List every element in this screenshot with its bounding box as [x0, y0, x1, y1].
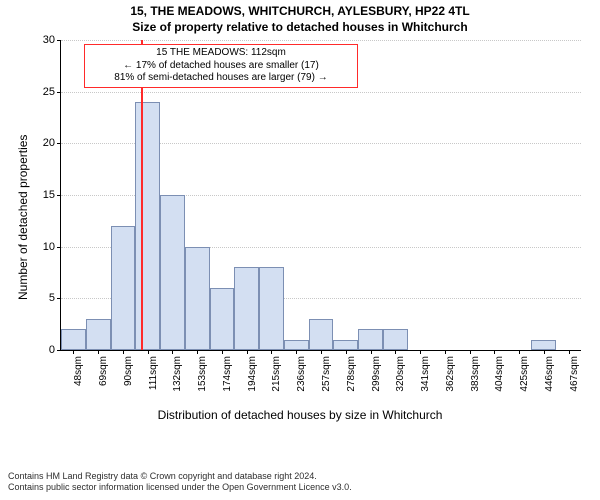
- histogram-bar: [185, 247, 210, 350]
- x-tick-label: 69sqm: [98, 356, 109, 386]
- histogram-bar: [309, 319, 334, 350]
- y-tick-mark: [57, 298, 61, 299]
- gridline-h: [61, 92, 581, 93]
- y-tick-mark: [57, 92, 61, 93]
- attribution-footer: Contains HM Land Registry data © Crown c…: [0, 471, 600, 494]
- footer-line1: Contains HM Land Registry data © Crown c…: [8, 471, 592, 483]
- histogram-bar: [61, 329, 86, 350]
- y-tick-mark: [57, 143, 61, 144]
- x-tick-mark: [395, 350, 396, 354]
- x-tick-label: 111sqm: [148, 356, 159, 390]
- x-tick-label: 257sqm: [321, 356, 332, 392]
- x-tick-label: 236sqm: [296, 356, 307, 392]
- x-tick-label: 90sqm: [123, 356, 134, 386]
- annotation-line1: 15 THE MEADOWS: 112sqm: [91, 47, 351, 60]
- x-tick-mark: [321, 350, 322, 354]
- histogram-bar: [135, 102, 160, 350]
- histogram-bar: [383, 329, 408, 350]
- x-tick-mark: [98, 350, 99, 354]
- x-tick-label: 48sqm: [73, 356, 84, 386]
- x-tick-mark: [271, 350, 272, 354]
- gridline-h: [61, 40, 581, 41]
- histogram-bar: [531, 340, 556, 350]
- x-tick-mark: [346, 350, 347, 354]
- x-tick-mark: [172, 350, 173, 354]
- x-tick-label: 467sqm: [569, 356, 580, 392]
- chart-title-line1: 15, THE MEADOWS, WHITCHURCH, AYLESBURY, …: [0, 4, 600, 18]
- y-tick-label: 10: [43, 241, 55, 253]
- histogram-bar: [111, 226, 136, 350]
- x-tick-label: 153sqm: [197, 356, 208, 392]
- x-tick-label: 404sqm: [494, 356, 505, 392]
- x-tick-mark: [73, 350, 74, 354]
- y-tick-label: 25: [43, 86, 55, 98]
- histogram-bar: [358, 329, 383, 350]
- y-tick-mark: [57, 40, 61, 41]
- x-tick-label: 278sqm: [346, 356, 357, 392]
- x-tick-label: 215sqm: [271, 356, 282, 392]
- x-tick-mark: [296, 350, 297, 354]
- x-tick-mark: [123, 350, 124, 354]
- histogram-bar: [284, 340, 309, 350]
- x-tick-mark: [569, 350, 570, 354]
- x-tick-mark: [519, 350, 520, 354]
- annotation-line2: ← 17% of detached houses are smaller (17…: [91, 60, 351, 73]
- y-tick-label: 20: [43, 137, 55, 149]
- x-tick-label: 446sqm: [544, 356, 555, 392]
- y-tick-label: 15: [43, 189, 55, 201]
- x-tick-mark: [420, 350, 421, 354]
- histogram-bar: [160, 195, 185, 350]
- x-tick-label: 362sqm: [445, 356, 456, 392]
- histogram-bar: [86, 319, 111, 350]
- x-tick-mark: [247, 350, 248, 354]
- footer-line2: Contains public sector information licen…: [8, 482, 592, 494]
- x-tick-label: 320sqm: [395, 356, 406, 392]
- x-tick-mark: [222, 350, 223, 354]
- x-tick-mark: [445, 350, 446, 354]
- y-tick-label: 5: [49, 292, 55, 304]
- x-tick-label: 341sqm: [420, 356, 431, 392]
- x-tick-mark: [148, 350, 149, 354]
- x-tick-mark: [544, 350, 545, 354]
- y-tick-label: 30: [43, 34, 55, 46]
- x-tick-mark: [494, 350, 495, 354]
- x-tick-label: 174sqm: [222, 356, 233, 392]
- chart-container: { "chart": { "type": "histogram", "title…: [0, 0, 600, 500]
- histogram-bar: [333, 340, 358, 350]
- chart-title-line2: Size of property relative to detached ho…: [0, 20, 600, 34]
- annotation-box: 15 THE MEADOWS: 112sqm← 17% of detached …: [84, 44, 358, 88]
- y-tick-mark: [57, 350, 61, 351]
- x-tick-mark: [197, 350, 198, 354]
- y-tick-mark: [57, 195, 61, 196]
- x-tick-label: 132sqm: [172, 356, 183, 392]
- x-tick-mark: [470, 350, 471, 354]
- histogram-bar: [234, 267, 259, 350]
- annotation-line3: 81% of semi-detached houses are larger (…: [91, 72, 351, 85]
- x-tick-label: 299sqm: [371, 356, 382, 392]
- x-tick-label: 425sqm: [519, 356, 530, 392]
- x-tick-label: 383sqm: [470, 356, 481, 392]
- y-tick-mark: [57, 247, 61, 248]
- y-axis-label: Number of detached properties: [16, 135, 30, 300]
- histogram-bar: [210, 288, 235, 350]
- x-axis-label: Distribution of detached houses by size …: [0, 408, 600, 422]
- y-tick-label: 0: [49, 344, 55, 356]
- x-tick-label: 194sqm: [247, 356, 258, 392]
- x-tick-mark: [371, 350, 372, 354]
- histogram-bar: [259, 267, 284, 350]
